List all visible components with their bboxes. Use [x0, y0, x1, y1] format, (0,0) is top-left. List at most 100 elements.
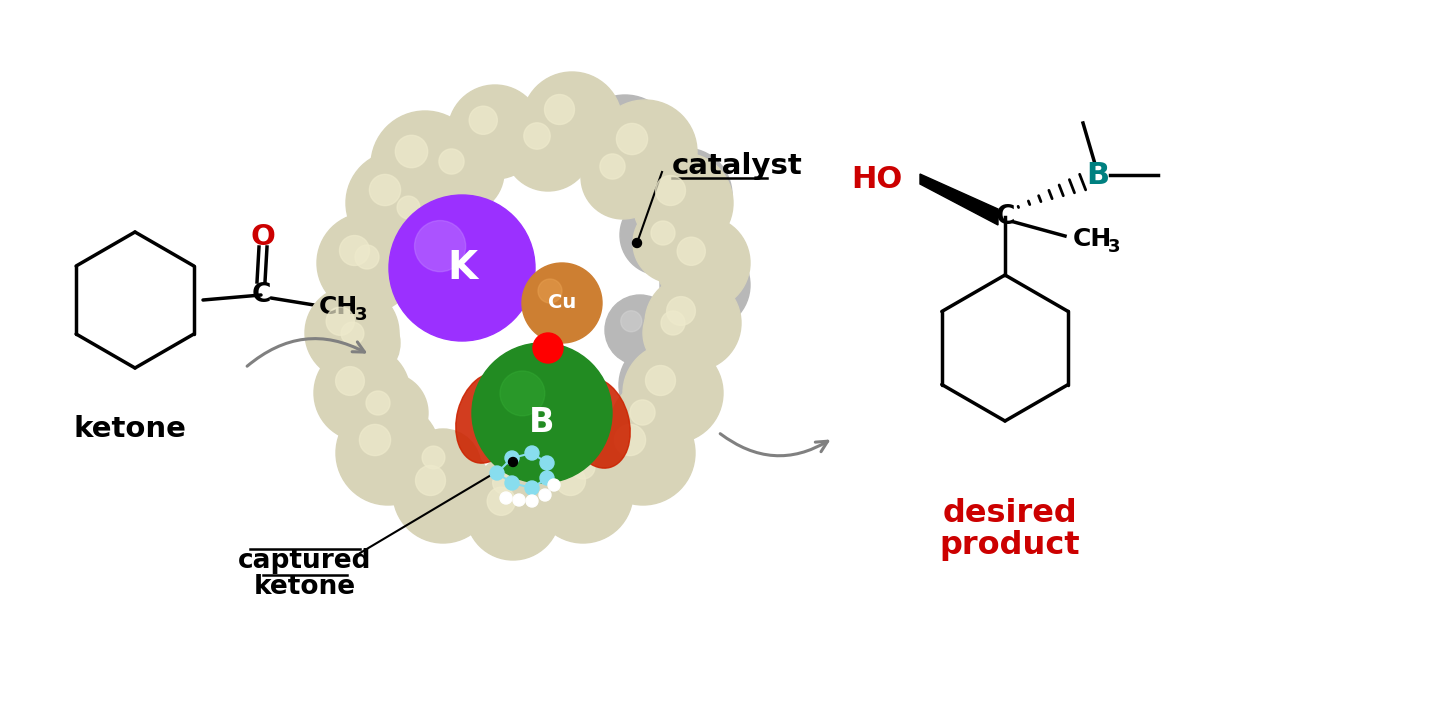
Circle shape: [629, 400, 655, 425]
Circle shape: [556, 466, 586, 495]
Circle shape: [472, 343, 612, 483]
Circle shape: [572, 455, 595, 479]
Circle shape: [346, 151, 449, 255]
Circle shape: [533, 443, 634, 543]
Circle shape: [544, 95, 575, 125]
Circle shape: [677, 237, 706, 266]
Circle shape: [336, 366, 364, 395]
Circle shape: [660, 240, 750, 330]
Circle shape: [575, 95, 675, 195]
Text: B: B: [1086, 161, 1110, 190]
Circle shape: [661, 311, 685, 335]
Circle shape: [500, 492, 513, 504]
Circle shape: [325, 307, 354, 335]
Circle shape: [632, 238, 641, 248]
Circle shape: [611, 381, 696, 465]
Circle shape: [340, 235, 370, 266]
Circle shape: [389, 195, 536, 341]
Circle shape: [521, 72, 622, 172]
Circle shape: [477, 455, 550, 529]
Circle shape: [448, 85, 541, 179]
Text: product: product: [940, 530, 1080, 561]
Circle shape: [505, 476, 518, 490]
Circle shape: [638, 213, 662, 237]
Circle shape: [396, 135, 428, 168]
Circle shape: [657, 216, 750, 310]
Text: desired: desired: [943, 498, 1077, 529]
Circle shape: [526, 481, 539, 495]
Circle shape: [600, 154, 625, 179]
Circle shape: [580, 135, 665, 219]
Circle shape: [405, 429, 481, 505]
Circle shape: [500, 371, 544, 416]
Text: 3: 3: [1107, 238, 1120, 256]
Circle shape: [645, 275, 742, 371]
Circle shape: [422, 446, 445, 469]
Circle shape: [337, 227, 418, 307]
Circle shape: [667, 297, 696, 325]
Circle shape: [540, 471, 554, 485]
Text: captured: captured: [238, 548, 372, 574]
Circle shape: [619, 339, 711, 431]
Ellipse shape: [456, 373, 520, 463]
Circle shape: [644, 293, 723, 373]
Circle shape: [539, 279, 562, 303]
Circle shape: [638, 148, 732, 242]
Circle shape: [341, 322, 364, 345]
Circle shape: [605, 295, 675, 365]
Circle shape: [549, 479, 560, 491]
Circle shape: [305, 286, 399, 380]
Text: C: C: [252, 282, 271, 308]
Circle shape: [324, 305, 400, 381]
Circle shape: [660, 169, 687, 198]
Circle shape: [533, 333, 563, 363]
Circle shape: [397, 196, 420, 219]
Circle shape: [492, 471, 516, 494]
Circle shape: [521, 263, 602, 343]
Circle shape: [505, 451, 518, 465]
Circle shape: [415, 221, 465, 272]
Text: B: B: [530, 406, 554, 439]
Circle shape: [495, 455, 575, 535]
Circle shape: [416, 466, 445, 495]
Text: C: C: [995, 204, 1015, 230]
Text: Cu: Cu: [547, 293, 576, 313]
Circle shape: [348, 373, 428, 453]
Circle shape: [655, 175, 685, 206]
Circle shape: [513, 494, 526, 506]
Text: CH: CH: [1073, 227, 1112, 251]
Circle shape: [360, 424, 390, 455]
Text: O: O: [251, 223, 275, 251]
Text: K: K: [446, 249, 477, 287]
Circle shape: [634, 153, 733, 253]
Circle shape: [590, 401, 696, 505]
Circle shape: [598, 117, 628, 148]
Circle shape: [562, 421, 649, 509]
Circle shape: [621, 195, 700, 275]
Circle shape: [580, 441, 608, 467]
Circle shape: [467, 466, 560, 560]
Text: ketone: ketone: [253, 574, 356, 600]
Text: catalyst: catalyst: [672, 152, 802, 180]
Circle shape: [634, 203, 713, 283]
Circle shape: [487, 487, 516, 515]
Circle shape: [420, 130, 504, 214]
Circle shape: [615, 424, 645, 455]
Circle shape: [370, 174, 400, 206]
Circle shape: [553, 437, 634, 517]
Circle shape: [526, 495, 539, 507]
Ellipse shape: [566, 378, 631, 468]
Circle shape: [490, 466, 504, 480]
Circle shape: [639, 360, 667, 387]
Circle shape: [621, 311, 642, 332]
Circle shape: [616, 123, 648, 155]
Circle shape: [513, 473, 537, 497]
Text: HO: HO: [851, 164, 901, 193]
Circle shape: [439, 149, 464, 174]
Text: 3: 3: [356, 306, 367, 324]
Circle shape: [336, 401, 441, 505]
Circle shape: [317, 213, 418, 313]
Circle shape: [356, 245, 379, 269]
Circle shape: [526, 446, 539, 460]
Circle shape: [504, 103, 592, 191]
